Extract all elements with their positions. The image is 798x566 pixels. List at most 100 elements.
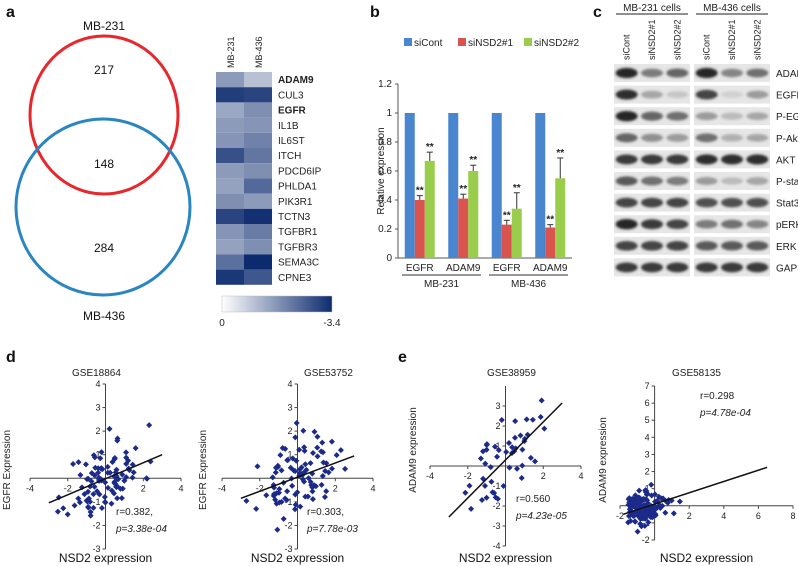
legend-swatch [524, 38, 532, 46]
venn-circle-mb231 [28, 34, 180, 196]
scatter-point [319, 439, 326, 446]
y-tick-label: -2 [642, 535, 650, 545]
scatter-point [254, 463, 261, 470]
blot-band [746, 197, 769, 208]
significance-mark: ** [426, 142, 434, 153]
panel-label-d: d [6, 349, 16, 366]
heatmap-cell [244, 224, 272, 240]
scatter-point [64, 511, 71, 518]
scatter-point [113, 484, 120, 491]
blot-band [615, 219, 638, 230]
scatter-point [541, 425, 548, 432]
scatter-point [303, 466, 310, 473]
scatter-point [529, 416, 536, 423]
scatter-point [292, 506, 299, 513]
significance-mark: ** [546, 215, 554, 226]
x-tick-label: 2 [141, 483, 146, 493]
y-tick-label: 3 [495, 401, 500, 411]
panel-label-b: b [370, 4, 380, 21]
heatmap-gene-label: PIK3R1 [278, 197, 313, 208]
scatter-point [280, 515, 287, 522]
y-tick-label: 3 [645, 449, 650, 459]
scatter-point [632, 518, 639, 525]
significance-mark: ** [556, 148, 564, 159]
scatter-point [77, 471, 84, 478]
scatter-point [102, 499, 109, 506]
legend-entry: siNSD2#1 [468, 38, 513, 49]
y-tick-label: -2 [284, 520, 292, 530]
blot-band [666, 197, 689, 208]
blot-band [666, 240, 689, 251]
bar-siCont-3 [535, 113, 546, 258]
heatmap-cell [216, 239, 244, 255]
scatter-point [108, 500, 115, 507]
x-tick-label: -4 [218, 483, 226, 493]
group-label: MB-231 [424, 279, 459, 290]
significance-mark: ** [416, 186, 424, 197]
scatter-point [293, 457, 300, 464]
scatter-point [278, 467, 285, 474]
blot-protein-label: P-Akt [776, 134, 798, 145]
scatter-point [98, 449, 105, 456]
y-axis-label: ADAM9 expression [408, 407, 419, 493]
x-tick-label: ADAM9 [446, 263, 481, 274]
scatter-point [657, 505, 664, 512]
scatter-point [296, 446, 303, 453]
y-tick-label: 4 [287, 379, 292, 389]
blot-band [746, 177, 769, 185]
scatter-point [304, 493, 311, 500]
blot-band [666, 154, 689, 165]
scatter-point [276, 486, 283, 493]
scatter-point [641, 515, 648, 522]
scatter-point [114, 495, 121, 502]
blot-band [721, 241, 743, 251]
scatter-point [466, 482, 473, 489]
scatter-point [492, 443, 499, 450]
scatter-point [500, 483, 507, 490]
scatter-point [642, 510, 649, 517]
blot-protein-label: EGFR [776, 91, 798, 102]
scatter-point [108, 487, 115, 494]
heatmap-gene-label: EGFR [278, 106, 307, 117]
blot-band [746, 262, 769, 273]
heatmap-scale-min: 0 [219, 318, 225, 329]
scatter-point [123, 460, 130, 467]
scatter-point [503, 449, 510, 456]
scatter-point [95, 469, 102, 476]
y-tick-label: 0 [386, 253, 392, 264]
blot-band [615, 133, 638, 143]
heatmap: MB-231 MB-436 ADAM9 CUL3 EGFR IL1B IL6ST ITCH PD… [216, 36, 341, 329]
y-tick-label: 1 [95, 450, 100, 460]
scatter-point [309, 488, 316, 495]
x-tick-label: 4 [578, 471, 583, 481]
scatter-title: GSE18864 [72, 368, 121, 379]
scatter-point [494, 453, 501, 460]
x-tick-label: EGFR [493, 263, 521, 274]
heatmap-gene-label: IL6ST [278, 136, 305, 147]
scatter-point [130, 469, 137, 476]
scatter-point [301, 444, 308, 451]
group-label: MB-436 [511, 279, 546, 290]
scatter-point [269, 474, 276, 481]
blot-band [695, 177, 718, 185]
scatter-point [111, 478, 118, 485]
bar-siCont-0 [404, 113, 415, 258]
scatter-point [94, 488, 101, 495]
scatter-point [299, 476, 306, 483]
venn-label-mb231: MB-231 [83, 19, 125, 33]
bar-siNSD2#1-3 [545, 227, 556, 258]
scatter-point [494, 495, 501, 502]
scatter-point [292, 491, 299, 498]
x-axis-label: NSD2 expression [660, 551, 753, 565]
y-tick-label: 1.2 [378, 79, 392, 90]
scatter-point [274, 526, 281, 533]
y-tick-label: 0.4 [378, 195, 392, 206]
scatter-point [104, 463, 111, 470]
scatter-point [271, 491, 278, 498]
blot-band [615, 67, 638, 79]
scatter-point [512, 434, 519, 441]
scatter-point [495, 447, 502, 454]
y-tick-label: -3 [92, 544, 100, 554]
y-axis-label: ADAM9 expression [598, 417, 609, 503]
blot-lane-label: siNSD2#1 [727, 19, 737, 60]
